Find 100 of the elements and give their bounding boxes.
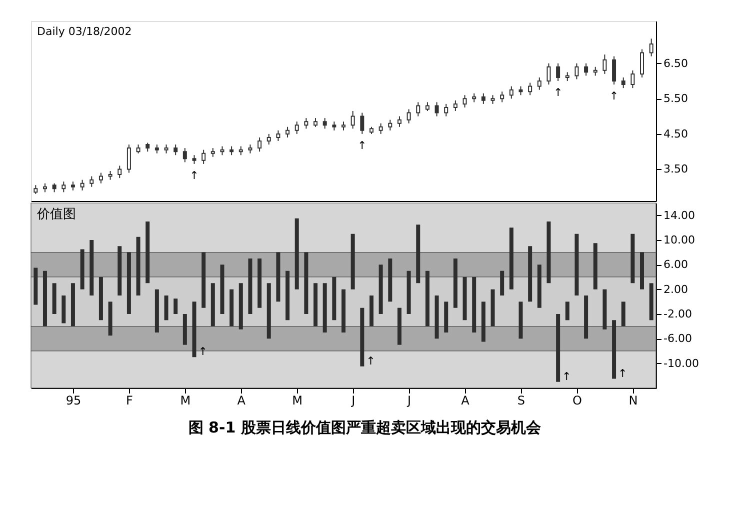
candlestick bbox=[266, 133, 271, 146]
bar bbox=[490, 289, 495, 326]
candlestick bbox=[649, 38, 654, 57]
y-tick-label: 6.50 bbox=[664, 56, 688, 70]
bar bbox=[462, 277, 467, 320]
x-tick-label: A bbox=[237, 394, 246, 408]
bar bbox=[98, 277, 103, 320]
bar bbox=[397, 308, 402, 345]
candlestick bbox=[584, 62, 588, 76]
bar bbox=[62, 296, 66, 324]
candlestick bbox=[174, 144, 178, 156]
bar bbox=[565, 302, 570, 320]
bar bbox=[108, 302, 112, 336]
bar bbox=[612, 320, 616, 379]
bar bbox=[342, 289, 346, 332]
bar bbox=[276, 252, 280, 302]
candlestick bbox=[294, 121, 299, 134]
annotation: ↑ bbox=[366, 354, 376, 368]
candlestick bbox=[182, 148, 187, 163]
x-tick-label: J bbox=[350, 394, 356, 408]
candlestick bbox=[612, 56, 616, 86]
candlestick bbox=[202, 149, 206, 164]
candlestick bbox=[500, 91, 504, 103]
candlestick bbox=[258, 136, 262, 152]
bar bbox=[481, 302, 486, 342]
candlestick bbox=[640, 48, 644, 78]
bar bbox=[286, 270, 290, 320]
bar bbox=[602, 289, 607, 330]
bar bbox=[314, 283, 318, 326]
bar bbox=[266, 283, 271, 339]
candlestick bbox=[62, 181, 66, 193]
candlestick bbox=[509, 86, 514, 100]
bar bbox=[332, 277, 336, 320]
y-tick-label: -2.00 bbox=[664, 308, 692, 320]
candlestick bbox=[286, 126, 290, 138]
chart-title: Daily 03/18/2002 bbox=[37, 25, 132, 38]
bar bbox=[210, 283, 215, 326]
bar bbox=[80, 249, 84, 290]
bar bbox=[378, 264, 383, 314]
bar bbox=[192, 302, 196, 358]
y-tick-label: 10.00 bbox=[664, 234, 695, 246]
candlestick bbox=[276, 130, 280, 142]
bar bbox=[258, 258, 262, 308]
candlestick bbox=[556, 62, 560, 82]
candlestick bbox=[126, 144, 131, 174]
bar bbox=[537, 264, 542, 308]
y-tick-label: 14.00 bbox=[664, 208, 695, 222]
bar bbox=[126, 252, 131, 314]
candlestick bbox=[388, 119, 392, 131]
bar bbox=[453, 258, 458, 308]
annotation: ↑ bbox=[609, 90, 619, 103]
bar bbox=[640, 252, 644, 290]
candlestick bbox=[322, 118, 327, 130]
candlestick bbox=[90, 176, 94, 188]
bar bbox=[444, 302, 448, 332]
y-tick-label: 2.00 bbox=[664, 282, 688, 296]
candlestick bbox=[397, 116, 402, 128]
bar bbox=[500, 270, 504, 296]
bar bbox=[406, 270, 411, 314]
bar bbox=[238, 283, 243, 330]
y-tick-label: -6.00 bbox=[664, 332, 692, 346]
bar bbox=[369, 296, 374, 326]
bar bbox=[322, 283, 327, 332]
annotation: ↑ bbox=[198, 345, 208, 358]
candlestick bbox=[80, 179, 84, 191]
candlestick bbox=[462, 94, 467, 108]
bar bbox=[146, 222, 150, 284]
x-tick-label: M bbox=[180, 394, 191, 408]
annotation: ↑ bbox=[618, 366, 628, 380]
y-tick-label: 4.50 bbox=[664, 127, 688, 140]
y-tick-label: 5.50 bbox=[664, 92, 688, 106]
bar bbox=[182, 314, 187, 345]
chart-title: 价值图 bbox=[36, 207, 76, 222]
y-tick-label: -10.00 bbox=[664, 356, 699, 370]
x-tick-label: A bbox=[461, 394, 470, 408]
bar bbox=[154, 289, 159, 332]
caption: 图 8-1 股票日线价值图严重超卖区域出现的交易机会 bbox=[188, 418, 542, 436]
bar bbox=[388, 258, 392, 302]
bar bbox=[518, 302, 523, 339]
candlestick bbox=[378, 122, 383, 134]
bar bbox=[42, 270, 47, 326]
bar bbox=[593, 243, 598, 290]
x-tick-label: S bbox=[517, 394, 526, 408]
bar bbox=[174, 298, 178, 314]
candlestick bbox=[350, 110, 355, 130]
candlestick bbox=[118, 165, 122, 179]
bar bbox=[90, 240, 94, 296]
bar bbox=[584, 296, 588, 339]
annotation: ↑ bbox=[562, 370, 572, 383]
bar bbox=[621, 302, 626, 326]
candlestick bbox=[630, 70, 635, 89]
bar bbox=[136, 236, 140, 296]
bar bbox=[630, 234, 635, 284]
candlestick bbox=[546, 62, 551, 86]
x-tick-label: J bbox=[406, 394, 412, 408]
bar bbox=[649, 283, 654, 320]
candlestick bbox=[528, 82, 532, 96]
bar bbox=[164, 296, 168, 320]
bar bbox=[220, 264, 224, 314]
bar bbox=[556, 314, 560, 382]
